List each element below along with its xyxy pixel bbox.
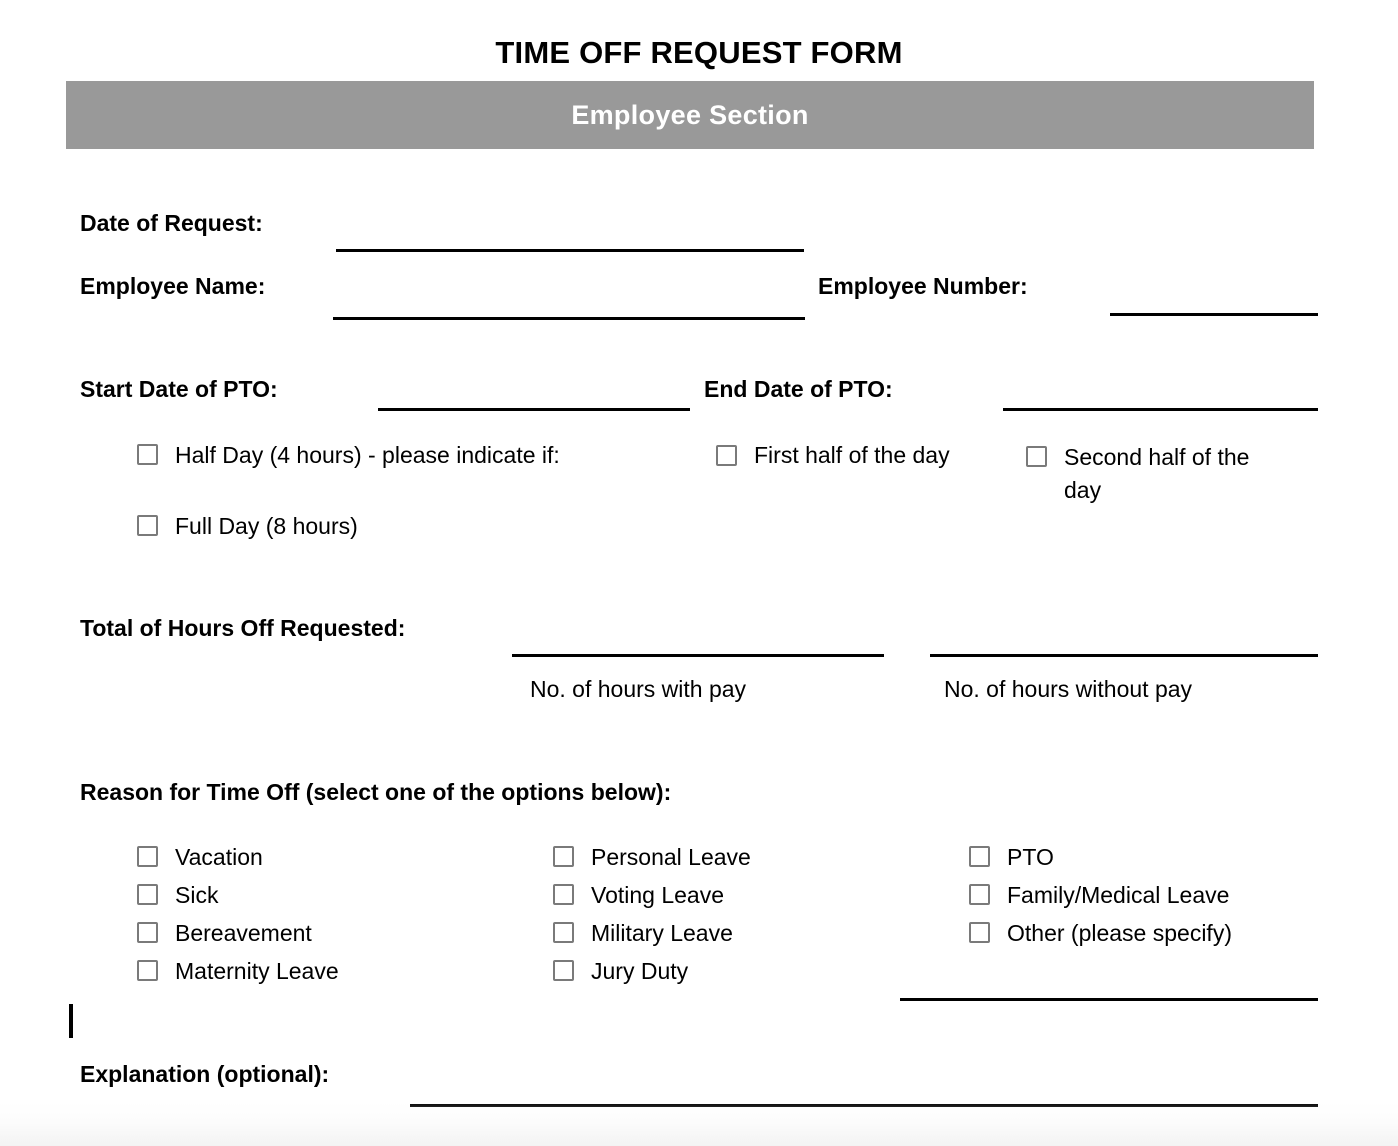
explanation-label: Explanation (optional): — [80, 1061, 330, 1087]
checkbox-pto[interactable] — [969, 846, 990, 867]
checkbox-full-day[interactable] — [137, 515, 158, 536]
checkbox-bereavement[interactable] — [137, 922, 158, 943]
employee-number-label: Employee Number: — [818, 273, 1028, 299]
text-cursor-caret — [69, 1004, 73, 1038]
checkbox-maternity-leave-label: Maternity Leave — [175, 958, 339, 984]
checkbox-first-half-of-day[interactable] — [716, 445, 737, 466]
start-date-pto-label: Start Date of PTO: — [80, 376, 278, 402]
employee-name-input[interactable] — [333, 317, 805, 320]
hours-with-pay-input[interactable] — [512, 654, 884, 657]
checkbox-first-half-of-day-label: First half of the day — [754, 442, 950, 468]
checkbox-half-day[interactable] — [137, 444, 158, 465]
page-title: TIME OFF REQUEST FORM — [495, 35, 903, 70]
checkbox-personal-leave[interactable] — [553, 846, 574, 867]
date-of-request-label: Date of Request: — [80, 210, 263, 236]
checkbox-family-medical-leave-label: Family/Medical Leave — [1007, 882, 1230, 908]
checkbox-vacation[interactable] — [137, 846, 158, 867]
employee-section-header-label: Employee Section — [571, 99, 809, 130]
end-date-pto-label: End Date of PTO: — [704, 376, 893, 402]
checkbox-family-medical-leave[interactable] — [969, 884, 990, 905]
explanation-input[interactable] — [410, 1104, 1318, 1107]
checkbox-pto-label: PTO — [1007, 844, 1054, 870]
checkbox-sick[interactable] — [137, 884, 158, 905]
date-of-request-input[interactable] — [336, 249, 804, 252]
checkbox-half-day-label: Half Day (4 hours) - please indicate if: — [175, 442, 560, 468]
page-bottom-fade — [0, 1102, 1398, 1146]
checkbox-vacation-label: Vacation — [175, 844, 263, 870]
checkbox-full-day-label: Full Day (8 hours) — [175, 513, 358, 539]
checkbox-jury-duty-label: Jury Duty — [591, 958, 689, 984]
employee-name-label: Employee Name: — [80, 273, 266, 299]
reason-heading: Reason for Time Off (select one of the o… — [80, 779, 672, 805]
checkbox-other[interactable] — [969, 922, 990, 943]
other-specify-input[interactable] — [900, 998, 1318, 1001]
checkbox-bereavement-label: Bereavement — [175, 920, 312, 946]
checkbox-military-leave[interactable] — [553, 922, 574, 943]
checkbox-second-half-of-day-label: Second half of the day — [1064, 444, 1250, 503]
employee-number-input[interactable] — [1110, 313, 1318, 316]
checkbox-second-half-of-day[interactable] — [1026, 446, 1047, 467]
start-date-pto-input[interactable] — [378, 408, 690, 411]
checkbox-voting-leave-label: Voting Leave — [591, 882, 725, 908]
end-date-pto-input[interactable] — [1003, 408, 1318, 411]
checkbox-other-label: Other (please specify) — [1007, 920, 1232, 946]
checkbox-voting-leave[interactable] — [553, 884, 574, 905]
hours-with-pay-caption: No. of hours with pay — [530, 676, 747, 702]
checkbox-sick-label: Sick — [175, 882, 219, 908]
checkbox-military-leave-label: Military Leave — [591, 920, 733, 946]
hours-without-pay-caption: No. of hours without pay — [944, 676, 1193, 702]
checkbox-jury-duty[interactable] — [553, 960, 574, 981]
total-hours-label: Total of Hours Off Requested: — [80, 615, 406, 641]
checkbox-maternity-leave[interactable] — [137, 960, 158, 981]
hours-without-pay-input[interactable] — [930, 654, 1318, 657]
checkbox-personal-leave-label: Personal Leave — [591, 844, 751, 870]
employee-section-header: Employee Section — [66, 81, 1314, 149]
